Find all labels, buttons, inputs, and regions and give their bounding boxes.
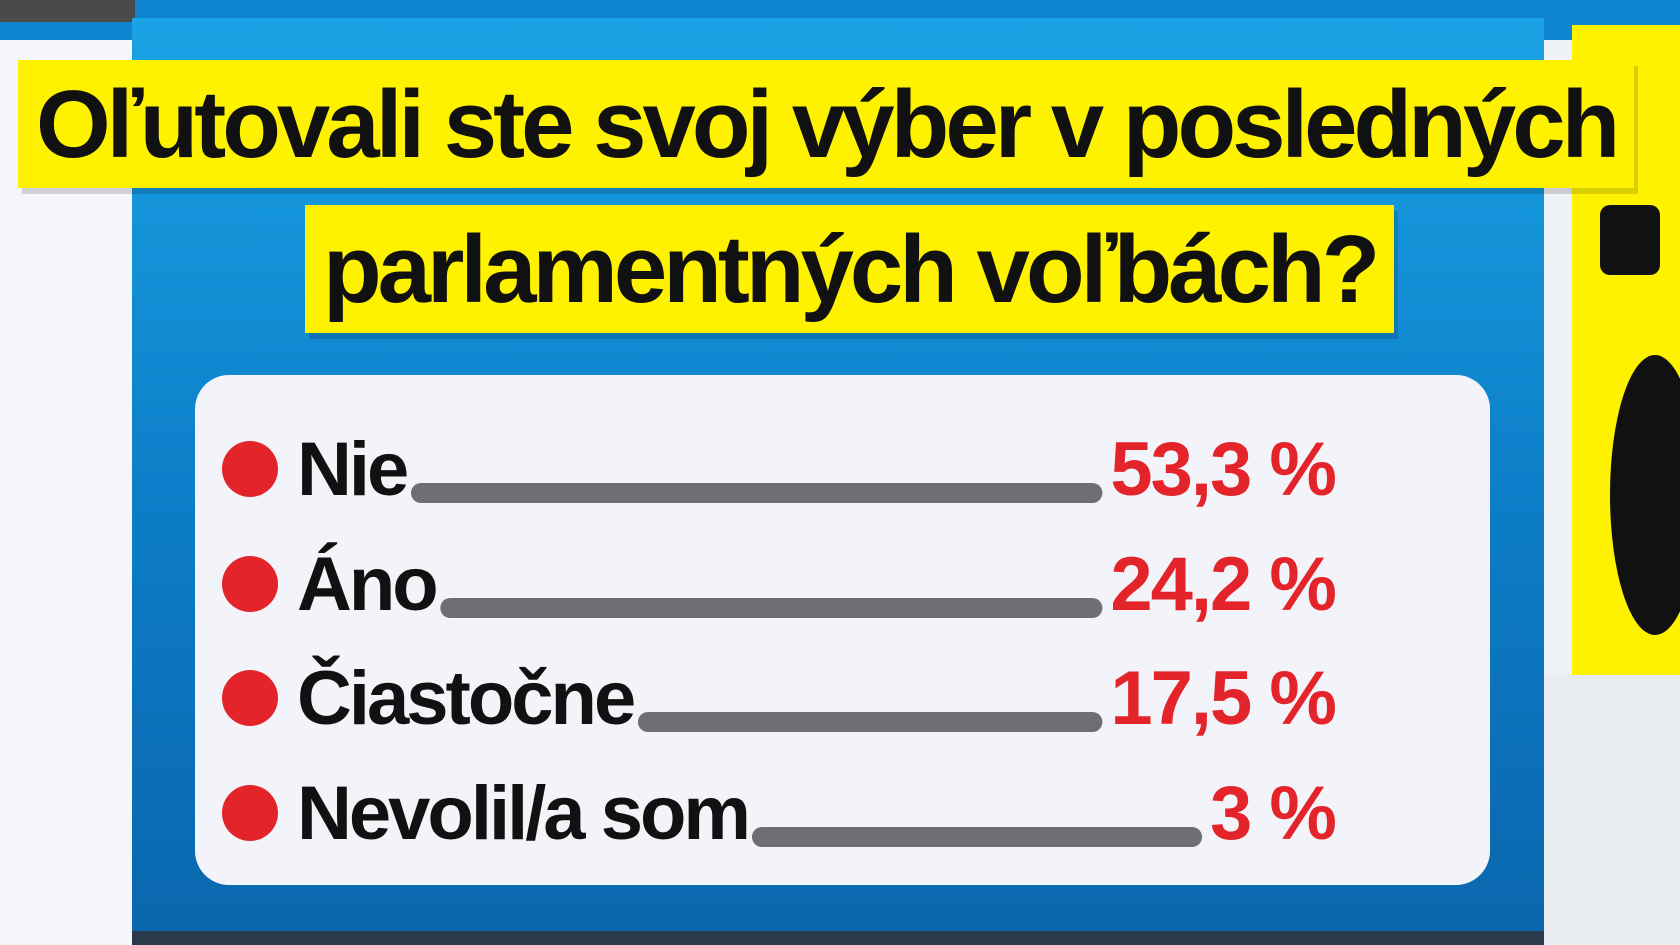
result-row: Áno 24,2 % (222, 542, 1337, 627)
value-label: 17,5 % (1110, 656, 1335, 741)
result-row: Čiastočne 17,5 % (222, 656, 1337, 741)
results-card: Nie 53,3 % Áno 24,2 % Čiastočne 17,5 % Nevolil… (195, 375, 1490, 885)
value-label: 53,3 % (1110, 427, 1335, 512)
result-row: Nie 53,3 % (222, 427, 1337, 512)
bottom-edge (132, 931, 1544, 945)
leader-bar (637, 712, 1103, 732)
category-label: Čiastočne (297, 656, 634, 741)
adjacent-card-shape (1600, 205, 1660, 275)
category-label: Áno (297, 542, 436, 627)
results-chart: Nie 53,3 % Áno 24,2 % Čiastočne 17,5 % Nevolil… (222, 427, 1337, 856)
top-bar-dark-tab (0, 0, 135, 22)
adjacent-card-shape (1610, 355, 1680, 635)
chart-title-line-2: parlamentných voľbách? (305, 205, 1395, 333)
category-label: Nevolil/a som (297, 771, 748, 856)
right-page-strip (1544, 675, 1680, 945)
category-label: Nie (297, 427, 407, 512)
leader-bar (751, 827, 1203, 847)
leader-bar (411, 483, 1103, 503)
leader-bar (440, 598, 1103, 618)
bullet-dot (222, 441, 278, 497)
bullet-dot (222, 670, 278, 726)
left-page-strip (0, 40, 132, 945)
bullet-dot (222, 556, 278, 612)
chart-title-line-1: Oľutovali ste svoj výber v posledných (18, 60, 1635, 188)
value-label: 24,2 % (1110, 542, 1335, 627)
bullet-dot (222, 785, 278, 841)
value-label: 3 % (1210, 771, 1335, 856)
chart-title: Oľutovali ste svoj výber v posledných pa… (0, 45, 1680, 345)
result-row: Nevolil/a som 3 % (222, 771, 1337, 856)
